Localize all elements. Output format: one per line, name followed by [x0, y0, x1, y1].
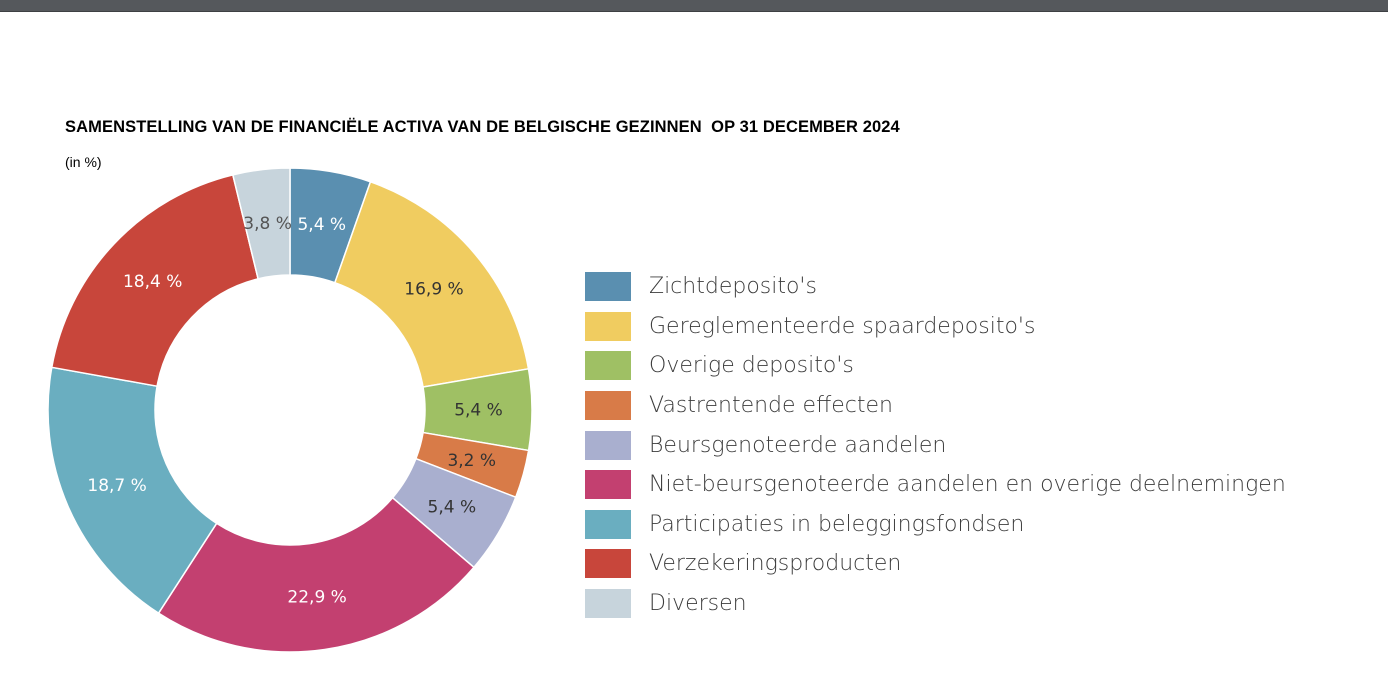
- legend-item: Zichtdeposito's: [585, 267, 1286, 307]
- slice-value-label: 5,4 %: [454, 401, 503, 421]
- legend-item: Vastrentende effecten: [585, 386, 1286, 426]
- donut-chart: 5,4 % 16,9 % 5,4 % 3,2 % 5,4 % 22,9 % 18,7 % 18…: [47, 167, 533, 653]
- legend-label: Niet-beursgenoteerde aandelen en overige…: [649, 472, 1286, 498]
- legend-label: Diversen: [649, 591, 747, 617]
- legend-label: Beursgenoteerde aandelen: [649, 432, 947, 458]
- donut-slice: [50, 173, 260, 388]
- legend-swatch: [585, 470, 631, 500]
- legend-swatch: [585, 430, 631, 460]
- legend-item: Gereglementeerde spaardeposito's: [585, 307, 1286, 347]
- legend-swatch: [585, 589, 631, 619]
- chart-unit-label: (in %): [65, 154, 102, 170]
- chart-legend: Zichtdeposito's Gereglementeerde spaardep…: [585, 267, 1286, 623]
- window-top-bar: [0, 0, 1388, 12]
- legend-label: Zichtdeposito's: [649, 274, 817, 300]
- legend-item: Participaties in beleggingsfondsen: [585, 505, 1286, 545]
- legend-label: Overige deposito's: [649, 353, 854, 379]
- legend-item: Niet-beursgenoteerde aandelen en overige…: [585, 465, 1286, 505]
- legend-item: Beursgenoteerde aandelen: [585, 425, 1286, 465]
- legend-swatch: [585, 311, 631, 341]
- slice-value-label: 18,7 %: [87, 476, 146, 496]
- slice-value-label: 16,9 %: [404, 279, 463, 299]
- donut-slice: [231, 167, 291, 280]
- legend-item: Diversen: [585, 584, 1286, 624]
- slice-value-label: 3,2 %: [447, 451, 496, 471]
- slice-value-label: 5,4 %: [297, 215, 346, 235]
- donut-slice: [333, 180, 530, 388]
- donut-slice: [157, 496, 475, 653]
- slice-value-label: 18,4 %: [123, 272, 182, 292]
- legend-item: Overige deposito's: [585, 346, 1286, 386]
- legend-swatch: [585, 509, 631, 539]
- chart-title: SAMENSTELLING VAN DE FINANCIËLE ACTIVA V…: [65, 118, 900, 136]
- slice-value-label: 3,8 %: [243, 214, 292, 234]
- slice-value-label: 22,9 %: [287, 588, 346, 608]
- legend-swatch: [585, 351, 631, 381]
- legend-label: Verzekeringsproducten: [649, 551, 902, 577]
- legend-label: Gereglementeerde spaardeposito's: [649, 313, 1036, 339]
- legend-label: Participaties in beleggingsfondsen: [649, 511, 1025, 537]
- legend-item: Verzekeringsproducten: [585, 544, 1286, 584]
- legend-swatch: [585, 272, 631, 302]
- legend-swatch: [585, 391, 631, 421]
- slice-value-label: 5,4 %: [428, 498, 477, 518]
- donut-slice: [47, 366, 218, 615]
- legend-label: Vastrentende effecten: [649, 393, 893, 419]
- legend-swatch: [585, 549, 631, 579]
